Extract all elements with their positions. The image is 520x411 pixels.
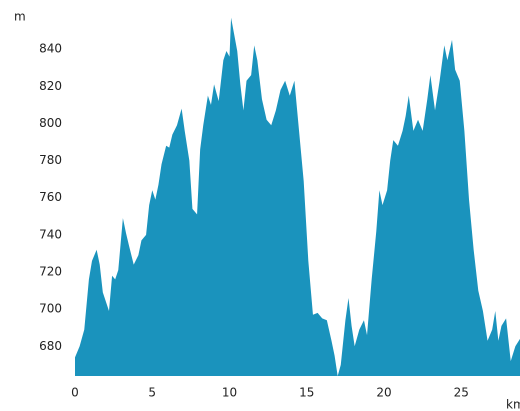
x-tick-label: 5 xyxy=(148,386,156,400)
x-tick-label: 15 xyxy=(299,386,314,400)
y-tick-label: 800 xyxy=(39,116,62,130)
y-axis-label: m xyxy=(14,10,26,24)
y-tick-label: 780 xyxy=(39,153,62,167)
y-tick-label: 740 xyxy=(39,227,62,241)
y-tick-label: 840 xyxy=(39,42,62,56)
y-tick-label: 680 xyxy=(39,339,62,353)
x-tick-label: 20 xyxy=(376,386,391,400)
x-tick-label: 25 xyxy=(454,386,469,400)
x-tick-label: 0 xyxy=(71,386,79,400)
y-tick-label: 700 xyxy=(39,302,62,316)
y-tick-label: 720 xyxy=(39,265,62,279)
x-axis-label: km xyxy=(506,398,520,411)
y-tick-label: 820 xyxy=(39,79,62,93)
elevation-area xyxy=(75,17,520,376)
y-tick-label: 760 xyxy=(39,190,62,204)
x-tick-label: 10 xyxy=(222,386,237,400)
